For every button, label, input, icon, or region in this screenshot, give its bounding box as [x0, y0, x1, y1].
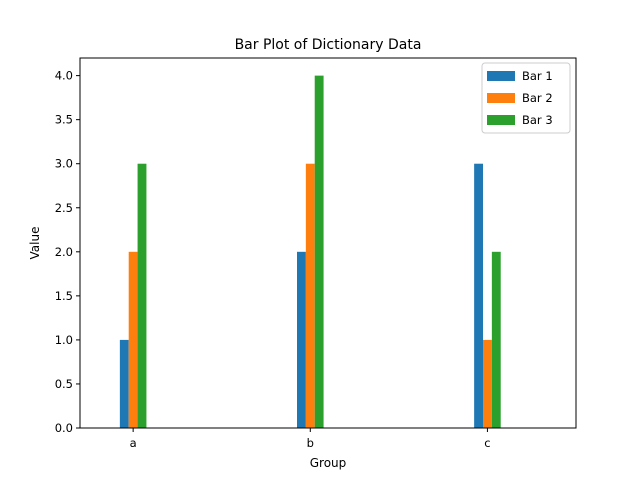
legend-swatch: [487, 93, 515, 103]
bar-1-b: [297, 251, 306, 428]
bar-3-b: [314, 75, 324, 428]
y-tick-label: 3.0: [55, 157, 73, 171]
y-tick-label: 1.5: [55, 289, 73, 303]
x-tick-label: b: [307, 436, 314, 450]
bar-1-a: [119, 339, 129, 428]
y-tick-label: 1.0: [55, 333, 73, 347]
legend: Bar 1 Bar 2 Bar 3: [481, 62, 571, 134]
y-tick-label: 4.0: [55, 69, 73, 83]
x-axis-label: Group: [310, 456, 347, 470]
legend-swatch: [487, 71, 515, 81]
legend-label: Bar 2: [522, 91, 553, 105]
x-tick-label: c: [484, 436, 490, 450]
bar-1-c: [474, 163, 483, 428]
x-tick-label: a: [130, 436, 137, 450]
bar-2-c: [483, 339, 492, 428]
bar-2-b: [305, 163, 315, 428]
x-axis-ticks: a b c: [130, 428, 491, 450]
bar-3-a: [137, 163, 147, 428]
y-axis-ticks: 0.0 0.5 1.0 1.5 2.0 2.5 3.0 3.5 4.0: [55, 69, 80, 435]
legend-swatch: [487, 115, 515, 125]
y-tick-label: 2.5: [55, 201, 73, 215]
y-tick-label: 0.5: [55, 377, 73, 391]
bar-3-c: [491, 251, 501, 428]
y-tick-label: 0.0: [55, 421, 73, 435]
y-tick-label: 3.5: [55, 113, 73, 127]
legend-label: Bar 1: [522, 69, 553, 83]
y-axis-label: Value: [28, 227, 42, 260]
plot-area-frame: [79, 57, 577, 429]
bar-2-a: [128, 251, 138, 428]
chart-title: Bar Plot of Dictionary Data: [235, 37, 422, 53]
bars-group: [119, 75, 501, 428]
legend-label: Bar 3: [522, 113, 553, 127]
y-tick-label: 2.0: [55, 245, 73, 259]
